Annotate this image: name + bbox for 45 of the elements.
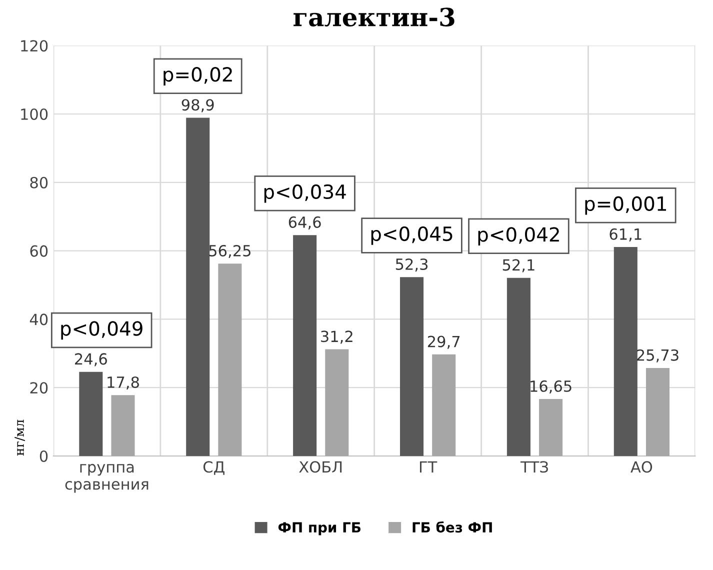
data-label: 29,7 — [428, 336, 460, 349]
bar — [432, 354, 456, 456]
bar — [506, 278, 530, 456]
annotation: p<0,042 — [478, 227, 559, 246]
y-tick-label: 80 — [30, 176, 48, 188]
bar — [400, 277, 424, 456]
legend-label: ФП при ГБ — [278, 522, 360, 536]
y-tick-label: 20 — [30, 382, 48, 394]
data-label: 17,8 — [108, 376, 139, 390]
data-label: 16,65 — [530, 380, 572, 394]
annotation: p=0,02 — [164, 67, 232, 86]
y-tick-label: 40 — [30, 314, 48, 326]
bar — [539, 399, 563, 456]
data-label: 52,3 — [396, 258, 428, 272]
x-tick-label: СД — [203, 461, 224, 475]
bar — [646, 368, 670, 456]
annotation: p<0,034 — [264, 184, 346, 203]
y-axis-title: нг/мл — [14, 420, 25, 456]
data-label: 24,6 — [75, 353, 107, 366]
bar — [293, 235, 317, 456]
legend-label: ГБ без ФП — [412, 521, 492, 533]
data-label: 98,9 — [182, 99, 214, 112]
data-label: 64,6 — [288, 216, 321, 230]
bar — [111, 395, 135, 456]
annotation: p<0,049 — [61, 321, 142, 340]
y-tick-label: 120 — [21, 40, 48, 52]
data-label: 31,2 — [321, 330, 352, 344]
x-tick-label: ГТ — [420, 461, 438, 472]
y-tick-label: 60 — [30, 245, 48, 257]
data-label: 52,1 — [502, 259, 534, 272]
y-tick-label: 0 — [40, 450, 48, 462]
y-tick-label: 100 — [21, 108, 48, 120]
bar — [186, 118, 210, 456]
x-tick-label: АО — [630, 461, 652, 473]
annotation: p=0,001 — [585, 196, 666, 215]
bar — [614, 247, 638, 456]
chart-title: галектин-3 — [294, 8, 454, 27]
bar — [325, 349, 349, 456]
x-tick-label: группа сравнения — [65, 464, 148, 493]
x-tick-label: ХОБЛ — [299, 461, 342, 473]
x-tick-label: ТТЗ — [520, 461, 548, 473]
data-label: 61,1 — [610, 228, 642, 242]
bar — [79, 372, 103, 456]
bar — [218, 264, 242, 456]
annotation: p<0,045 — [371, 226, 452, 245]
